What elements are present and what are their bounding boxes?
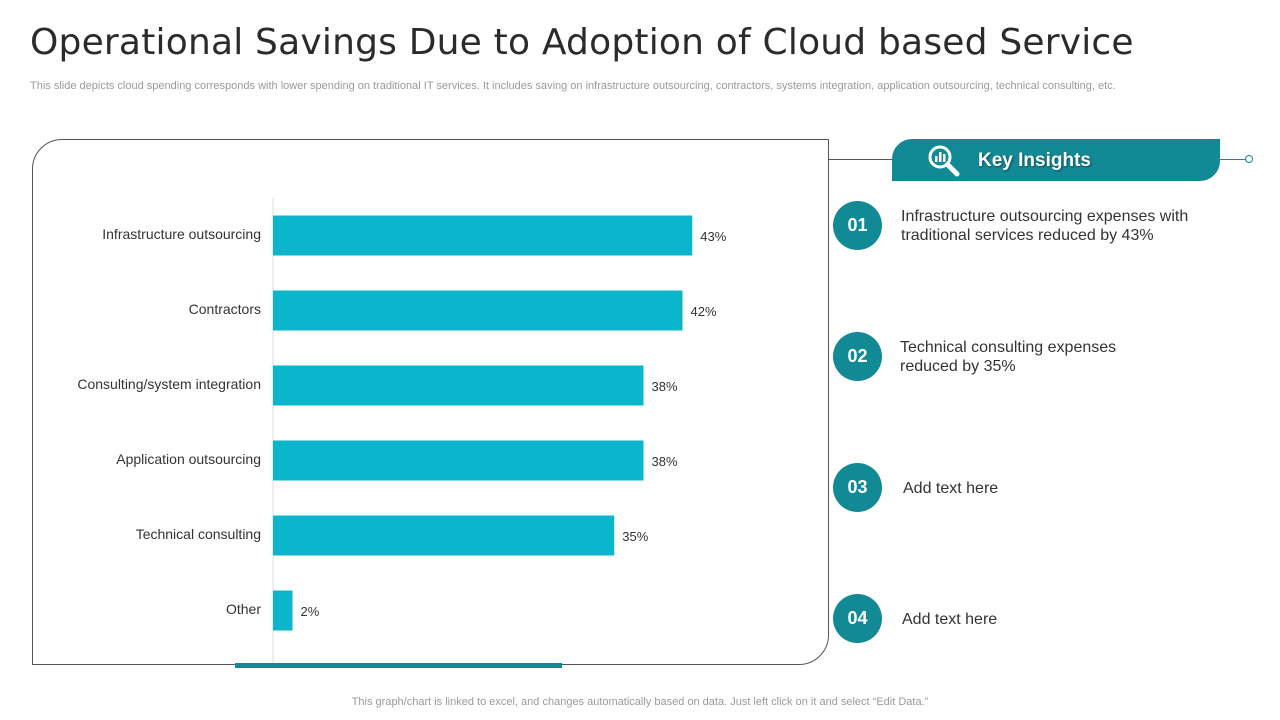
- category-label-3: Application outsourcing: [116, 451, 261, 467]
- insight-number-04: 04: [833, 594, 882, 643]
- slide-title: Operational Savings Due to Adoption of C…: [30, 22, 1134, 63]
- insight-number-02: 02: [833, 332, 882, 381]
- category-label-0: Infrastructure outsourcing: [102, 226, 261, 242]
- bar-4: [273, 515, 615, 556]
- bar-3: [273, 440, 644, 481]
- insight-text-02: Technical consulting expenses reduced by…: [900, 339, 1117, 375]
- key-insights-header: Key Insights: [892, 139, 1220, 181]
- bar-0: [273, 215, 693, 256]
- bar-5: [273, 590, 293, 631]
- value-label-5: 2%: [301, 604, 320, 619]
- slide-subtitle: This slide depicts cloud spending corres…: [30, 80, 1116, 92]
- key-insights-title: Key Insights: [978, 150, 1091, 171]
- header-line: [1220, 159, 1246, 160]
- panel-accent-bar: [235, 663, 562, 668]
- insight-text-04: Add text here: [902, 611, 998, 628]
- footer-note: This graph/chart is linked to excel, and…: [351, 696, 929, 708]
- bar-1: [273, 290, 683, 331]
- bar-2: [273, 365, 644, 406]
- category-label-4: Technical consulting: [136, 526, 261, 542]
- value-label-4: 35%: [622, 529, 648, 544]
- insight-text-01: Infrastructure outsourcing expenses with…: [901, 208, 1189, 244]
- connector-line: [829, 159, 893, 160]
- bar-chart: Infrastructure outsourcing 43% Contractors…: [77, 198, 727, 664]
- value-label-2: 38%: [652, 379, 678, 394]
- chart-panel: Infrastructure outsourcing 43% Contractors…: [32, 139, 829, 665]
- value-label-1: 42%: [691, 304, 717, 319]
- insight-text-03: Add text here: [903, 480, 999, 497]
- category-label-5: Other: [226, 601, 261, 617]
- insight-number-03: 03: [833, 463, 882, 512]
- header-dot: [1245, 155, 1253, 163]
- category-label-2: Consulting/system integration: [77, 376, 261, 392]
- insight-number-01: 01: [833, 201, 882, 250]
- category-label-1: Contractors: [189, 301, 261, 317]
- value-label-0: 43%: [700, 229, 726, 244]
- value-label-3: 38%: [652, 454, 678, 469]
- magnifier-chart-icon: [926, 143, 962, 184]
